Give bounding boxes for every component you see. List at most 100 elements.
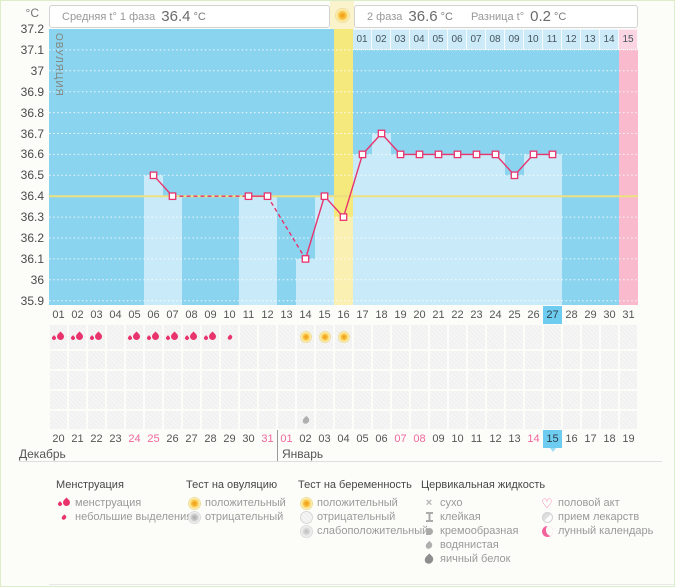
temperature-point[interactable] (434, 150, 443, 159)
temperature-point[interactable] (491, 150, 500, 159)
calendar-day-cell[interactable]: 07 (394, 433, 407, 445)
calendar-day-cell[interactable]: 02 (299, 433, 312, 445)
symptom-cell[interactable] (449, 371, 466, 389)
symptom-cell[interactable] (449, 325, 466, 349)
symptom-cell[interactable] (487, 351, 504, 369)
symptom-cell[interactable] (487, 391, 504, 409)
symptom-cell[interactable] (221, 391, 238, 409)
symptom-cell[interactable] (335, 391, 352, 409)
symptom-cell[interactable] (449, 391, 466, 409)
symptom-cell[interactable] (221, 351, 238, 369)
symptom-cell[interactable] (316, 411, 333, 429)
symptom-cell[interactable] (411, 371, 428, 389)
calendar-day-cell[interactable]: 28 (204, 433, 217, 445)
symptom-cell[interactable] (506, 351, 523, 369)
symptom-cell[interactable] (544, 371, 561, 389)
symptom-cell[interactable] (69, 325, 86, 349)
symptom-cell[interactable] (430, 391, 447, 409)
symptom-cell[interactable] (582, 325, 599, 349)
symptom-cell[interactable] (297, 411, 314, 429)
calendar-day-cell[interactable]: 26 (166, 433, 179, 445)
symptom-cell[interactable] (69, 411, 86, 429)
symptom-cell[interactable] (145, 391, 162, 409)
symptom-cell[interactable] (145, 411, 162, 429)
cycle-day-cell[interactable]: 16 (337, 309, 350, 321)
cycle-day-cell[interactable]: 20 (413, 309, 426, 321)
symptom-cell[interactable] (373, 371, 390, 389)
cycle-day-cell[interactable]: 31 (622, 309, 635, 321)
cycle-day-cell[interactable]: 01 (52, 309, 65, 321)
symptom-cell[interactable] (354, 351, 371, 369)
calendar-day-cell[interactable]: 09 (432, 433, 445, 445)
calendar-day-cell[interactable]: 18 (603, 433, 616, 445)
symptom-cell[interactable] (354, 391, 371, 409)
symptom-cell[interactable] (240, 411, 257, 429)
symptom-cell[interactable] (126, 351, 143, 369)
symptom-cell[interactable] (278, 325, 295, 349)
calendar-day-cell[interactable]: 19 (622, 433, 635, 445)
symptom-cell[interactable] (582, 351, 599, 369)
symptom-cell[interactable] (563, 325, 580, 349)
symptom-cell[interactable] (373, 391, 390, 409)
symptom-cell[interactable] (449, 351, 466, 369)
cycle-day-cell[interactable]: 25 (508, 309, 521, 321)
symptom-cell[interactable] (145, 351, 162, 369)
symptom-cell[interactable] (221, 411, 238, 429)
cycle-day-cell[interactable]: 14 (299, 309, 312, 321)
symptom-cell[interactable] (221, 325, 238, 349)
calendar-day-cell[interactable]: 22 (90, 433, 103, 445)
cycle-day-cell[interactable]: 27 (543, 306, 562, 324)
symptom-cell[interactable] (392, 371, 409, 389)
symptom-cell[interactable] (50, 391, 67, 409)
symptom-cell[interactable] (50, 351, 67, 369)
temperature-point[interactable] (529, 150, 538, 159)
symptom-cell[interactable] (620, 391, 637, 409)
symptom-cell[interactable] (525, 391, 542, 409)
symptom-cell[interactable] (88, 351, 105, 369)
symptom-cell[interactable] (582, 371, 599, 389)
symptom-cell[interactable] (392, 351, 409, 369)
symptom-cell[interactable] (335, 351, 352, 369)
cycle-day-cell[interactable]: 22 (451, 309, 464, 321)
calendar-day-cell[interactable]: 29 (223, 433, 236, 445)
symptom-cell[interactable] (335, 371, 352, 389)
cycle-day-cell[interactable]: 09 (204, 309, 217, 321)
symptom-cell[interactable] (525, 411, 542, 429)
symptom-cell[interactable] (601, 391, 618, 409)
cycle-day-cell[interactable]: 30 (603, 309, 616, 321)
calendar-day-cell[interactable]: 25 (147, 433, 160, 445)
temperature-point[interactable] (396, 150, 405, 159)
calendar-day-cell[interactable]: 14 (527, 433, 540, 445)
symptom-cell[interactable] (601, 411, 618, 429)
calendar-day-cell[interactable]: 05 (356, 433, 369, 445)
symptom-cell[interactable] (69, 371, 86, 389)
symptom-cell[interactable] (601, 371, 618, 389)
symptom-cell[interactable] (430, 351, 447, 369)
symptom-cell[interactable] (487, 411, 504, 429)
cycle-day-cell[interactable]: 28 (565, 309, 578, 321)
calendar-day-cell[interactable]: 01 (280, 433, 293, 445)
symptom-cell[interactable] (183, 411, 200, 429)
symptom-cell[interactable] (544, 351, 561, 369)
symptom-cell[interactable] (50, 325, 67, 349)
symptom-cell[interactable] (506, 411, 523, 429)
symptom-cell[interactable] (468, 325, 485, 349)
symptom-cell[interactable] (430, 371, 447, 389)
symptom-cell[interactable] (278, 411, 295, 429)
cycle-day-cell[interactable]: 18 (375, 309, 388, 321)
symptom-cell[interactable] (620, 371, 637, 389)
symptom-cell[interactable] (487, 325, 504, 349)
symptom-cell[interactable] (221, 371, 238, 389)
symptom-cell[interactable] (50, 371, 67, 389)
symptom-cell[interactable] (88, 371, 105, 389)
cycle-day-cell[interactable]: 11 (242, 309, 255, 321)
symptom-cell[interactable] (164, 325, 181, 349)
calendar-day-cell[interactable]: 24 (128, 433, 141, 445)
symptom-cell[interactable] (506, 325, 523, 349)
symptom-cell[interactable] (411, 351, 428, 369)
symptom-cell[interactable] (563, 351, 580, 369)
symptom-cell[interactable] (278, 351, 295, 369)
cycle-day-cell[interactable]: 08 (185, 309, 198, 321)
symptom-cell[interactable] (563, 371, 580, 389)
symptom-cell[interactable] (468, 371, 485, 389)
